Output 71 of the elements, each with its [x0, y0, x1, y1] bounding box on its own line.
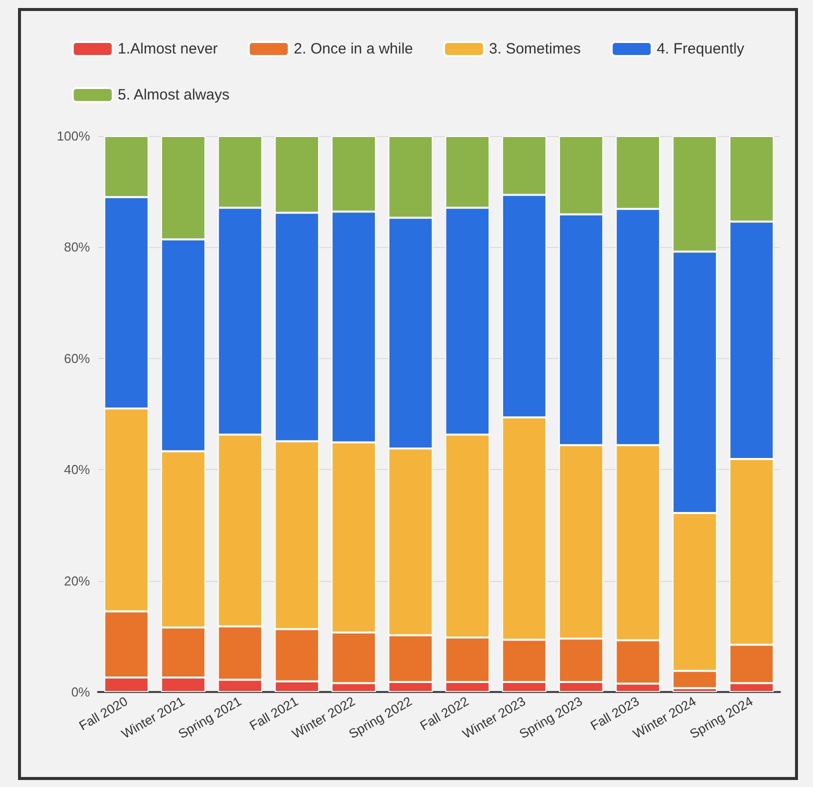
bar [274, 136, 320, 213]
bar [445, 638, 490, 682]
bar [502, 194, 546, 418]
bar [161, 239, 206, 452]
bar [729, 459, 774, 645]
bar [672, 512, 717, 671]
bar [558, 682, 604, 692]
bar [388, 635, 433, 682]
bar [274, 681, 320, 692]
bar [558, 214, 604, 446]
bar [388, 218, 433, 448]
bar [558, 638, 604, 682]
bar [161, 628, 206, 678]
legend-label: 4. Frequently [656, 40, 745, 58]
bar [729, 644, 774, 684]
bar [104, 611, 149, 678]
bar [672, 136, 717, 252]
bar [729, 683, 774, 692]
bar [104, 408, 149, 612]
bar [274, 629, 320, 682]
bar [274, 212, 320, 442]
legend-label: 1.Almost never [118, 40, 218, 58]
bar [502, 136, 546, 195]
bar [502, 640, 546, 682]
bar [218, 136, 262, 208]
bar [332, 683, 376, 692]
bar [672, 252, 717, 513]
bar [445, 682, 490, 692]
bar [388, 682, 433, 692]
y-tick-label: 40% [64, 462, 90, 478]
y-tick-label: 60% [64, 350, 90, 366]
bar [218, 626, 262, 680]
legend-label: 3. Sometimes [489, 40, 581, 58]
bar [332, 212, 376, 442]
bar [616, 684, 660, 692]
y-tick-label: 100% [56, 128, 90, 144]
bar [332, 442, 376, 633]
bar [332, 632, 376, 684]
bar [104, 197, 149, 408]
y-tick-label: 0% [71, 684, 90, 700]
y-tick-label: 80% [64, 240, 90, 255]
bar [616, 640, 660, 684]
bar [161, 136, 206, 240]
bar [672, 670, 717, 688]
bar [672, 688, 717, 692]
bar [616, 136, 660, 209]
bar [161, 451, 206, 628]
bar [332, 136, 376, 212]
bar [161, 678, 206, 692]
bar [218, 680, 262, 692]
bar [502, 417, 546, 640]
bar [218, 434, 262, 626]
bar [388, 136, 433, 218]
bar [218, 208, 262, 435]
bar [616, 208, 660, 446]
bar [558, 445, 604, 639]
bar [104, 678, 149, 692]
y-tick-label: 20% [64, 573, 90, 588]
bar [388, 448, 433, 636]
bar [616, 445, 660, 640]
bar [104, 136, 149, 198]
bar [558, 136, 604, 214]
legend-label: 2. Once in a while [294, 40, 414, 58]
bar [502, 682, 546, 692]
bar [445, 136, 490, 208]
bar [445, 434, 490, 638]
bar [729, 136, 774, 222]
legend-label: 5. Almost always [118, 86, 230, 104]
bar [445, 208, 490, 435]
bar [274, 441, 320, 630]
bar [729, 222, 774, 460]
